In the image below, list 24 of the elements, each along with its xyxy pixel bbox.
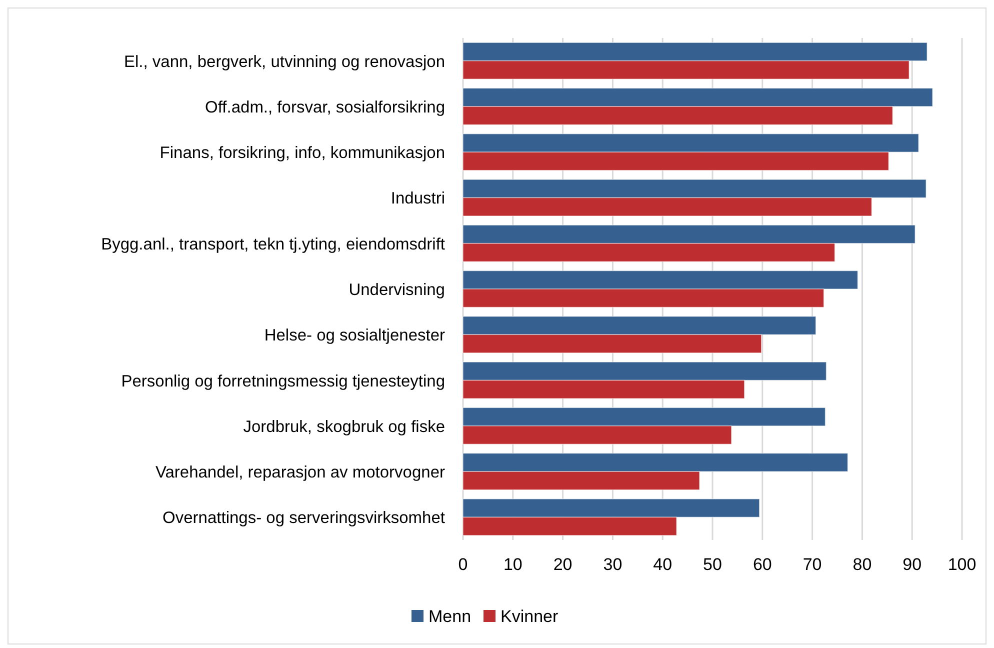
x-tick-label: 80 <box>852 555 872 574</box>
y-tick-label: Industri <box>390 190 445 208</box>
x-tick-label: 90 <box>902 555 922 574</box>
y-tick-label: Overnattings- og serveringsvirksomhet <box>162 509 446 528</box>
x-tick-label: 10 <box>503 555 522 574</box>
y-tick-label: Off.adm., forsvar, sosialforsikring <box>205 98 445 116</box>
y-tick-label: Personlig og forretningsmessig tjenesteyting <box>121 372 445 390</box>
y-tick-label: El., vann, bergverk, utvinning og renovasjon <box>124 52 445 71</box>
x-tick-label: 100 <box>948 555 976 574</box>
x-tick-label: 40 <box>653 555 672 574</box>
x-tick-label: 20 <box>553 555 572 574</box>
y-tick-label: Finans, forsikring, info, kommunikasjon <box>160 144 445 162</box>
x-tick-label: 50 <box>703 555 722 574</box>
x-tick-label: 60 <box>752 555 772 574</box>
y-tick-label: Jordbruk, skogbruk og fiske <box>243 418 445 436</box>
x-tick-label: 70 <box>802 555 822 574</box>
y-tick-label: Helse- og sosialtjenester <box>264 326 446 345</box>
legend-label: Menn <box>428 607 472 626</box>
x-tick-label: 0 <box>458 555 468 574</box>
y-tick-label: Varehandel, reparasjon av motorvogner <box>155 464 446 482</box>
x-tick-label: 30 <box>603 555 622 574</box>
y-tick-label: Bygg.anl., transport, tekn tj.yting, eiendomsdrift <box>101 235 446 254</box>
y-tick-label: Undervisning <box>348 281 445 299</box>
legend-label: Kvinner <box>500 607 558 626</box>
